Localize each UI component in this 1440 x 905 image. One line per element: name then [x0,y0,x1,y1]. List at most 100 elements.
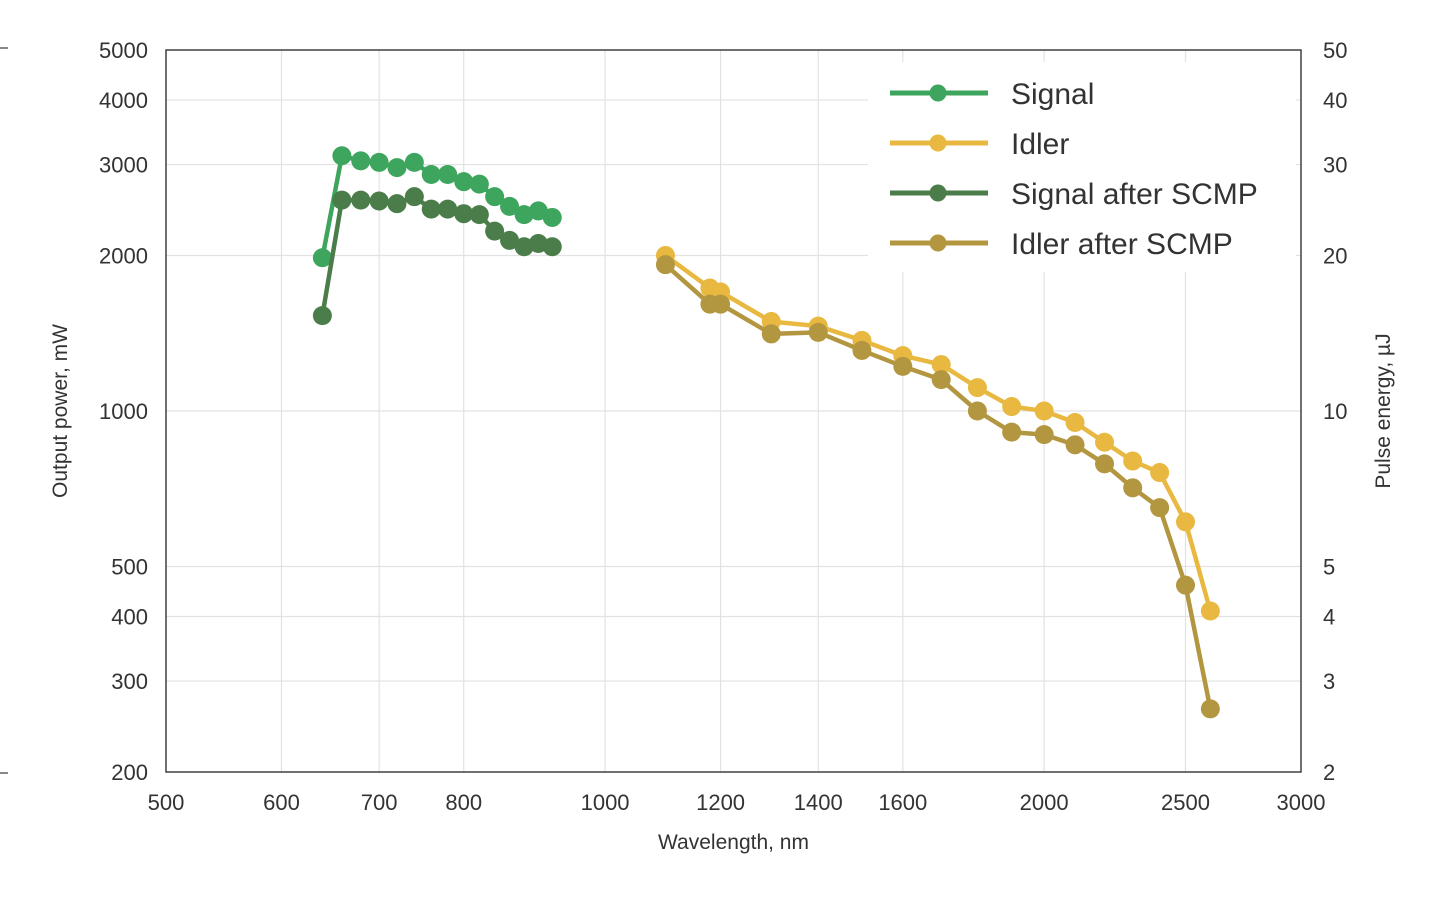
data-point-signal [454,172,474,192]
legend-label: Signal after SCMP [1011,178,1258,211]
y-tick-label: 1000 [99,399,148,424]
data-point-idler [1150,463,1170,483]
legend-label: Signal [1011,78,1094,111]
legend: Signal Idler Signal after SCMP Idler after … [868,62,1296,272]
data-point-idler [1176,512,1196,532]
data-point-idler-after-scmp [931,370,951,390]
data-point-signal [404,152,424,172]
series-signal-after-scmp [312,187,562,326]
y-tick-label: 200 [111,760,148,785]
data-point-idler-after-scmp [1200,699,1220,719]
y2-tick-label: 20 [1323,244,1347,269]
series-idler-after-scmp [655,255,1220,719]
x-tick-label: 2500 [1161,790,1210,815]
data-point-signal-after-scmp [514,237,534,257]
data-point-idler-after-scmp [1095,454,1115,474]
data-point-signal [514,205,534,225]
data-point-idler [1123,451,1143,471]
data-point-idler-after-scmp [655,255,675,275]
data-point-signal-after-scmp [312,306,332,326]
data-point-signal-after-scmp [387,194,407,214]
y2-tick-label: 40 [1323,88,1347,113]
data-point-idler-after-scmp [761,324,781,344]
x-tick-label: 3000 [1277,790,1326,815]
data-point-signal [312,248,332,268]
legend-swatch-marker [929,234,947,252]
y-tick-label: 400 [111,605,148,630]
x-tick-label: 1600 [878,790,927,815]
legend-label: Idler after SCMP [1011,228,1233,261]
data-point-signal [438,165,458,185]
data-point-signal [369,152,389,172]
y2-tick-label: 2 [1323,760,1335,785]
x-axis-title: Wavelength, nm [658,831,809,854]
series-layer [312,146,1220,719]
legend-item-idler: Idler [890,128,1069,161]
data-point-idler-after-scmp [893,356,913,376]
data-point-signal-after-scmp [369,191,389,211]
legend-swatch-marker [929,184,947,202]
data-point-idler-after-scmp [967,401,987,421]
data-point-idler-after-scmp [852,340,872,360]
y2-tick-label: 4 [1323,605,1335,630]
x-tick-label: 600 [263,790,300,815]
data-point-signal-after-scmp [454,204,474,224]
data-point-idler-after-scmp [1065,435,1085,455]
data-point-idler [931,355,951,375]
y2-tick-label: 3 [1323,669,1335,694]
plot-frame [165,49,1302,773]
series-signal [312,146,562,268]
y-tick-label: 2000 [99,244,148,269]
data-point-signal-after-scmp [438,199,458,219]
y-tick-label: 5000 [99,38,148,63]
data-point-signal [351,151,371,171]
y2-tick-label: 10 [1323,399,1347,424]
data-point-signal [421,165,441,185]
data-point-signal [332,146,352,166]
legend-item-signal: Signal [890,78,1094,111]
y2-axis-title: Pulse energy, µJ [1372,333,1395,488]
legend-swatch-marker [929,84,947,102]
data-point-idler-after-scmp [1002,422,1022,442]
x-tick-label: 500 [148,790,185,815]
data-point-idler-after-scmp [1150,498,1170,518]
x-tick-label: 700 [361,790,398,815]
y-tick-label: 3000 [99,153,148,178]
data-point-idler-after-scmp [808,322,828,342]
legend-label: Idler [1011,128,1069,161]
data-point-idler-after-scmp [1034,425,1054,445]
data-point-signal-after-scmp [404,187,424,207]
data-point-idler [1065,413,1085,433]
y-tick-label: 4000 [99,88,148,113]
x-tick-label: 1200 [696,790,745,815]
x-tick-label: 2000 [1020,790,1069,815]
data-point-signal [485,187,505,207]
data-point-signal-after-scmp [500,230,520,250]
legend-item-idler-after-scmp: Idler after SCMP [890,228,1233,261]
data-point-signal-after-scmp [469,205,489,225]
x-tick-label: 800 [445,790,482,815]
data-point-signal-after-scmp [351,190,371,210]
data-point-idler [1002,397,1022,417]
data-point-signal-after-scmp [332,190,352,210]
y-tick-label: 300 [111,669,148,694]
tick-label-layer: 500 600 700 800 1000 1200 1400 1600 2000 2500 3000… [99,38,1347,815]
legend-item-signal-after-scmp: Signal after SCMP [890,178,1258,211]
data-point-signal [469,174,489,194]
data-point-signal [387,158,407,178]
x-tick-label: 1000 [581,790,630,815]
y2-tick-label: 50 [1323,38,1347,63]
data-point-idler-after-scmp [711,294,731,314]
data-point-signal [500,196,520,216]
data-point-signal-after-scmp [485,221,505,241]
y-axis-title: Output power, mW [49,324,72,498]
legend-swatch-marker [929,134,947,152]
data-point-signal-after-scmp [542,237,562,257]
data-point-signal [542,207,562,227]
data-point-idler [1095,432,1115,452]
y2-tick-label: 30 [1323,153,1347,178]
x-tick-label: 1400 [794,790,843,815]
series-idler [655,246,1220,621]
